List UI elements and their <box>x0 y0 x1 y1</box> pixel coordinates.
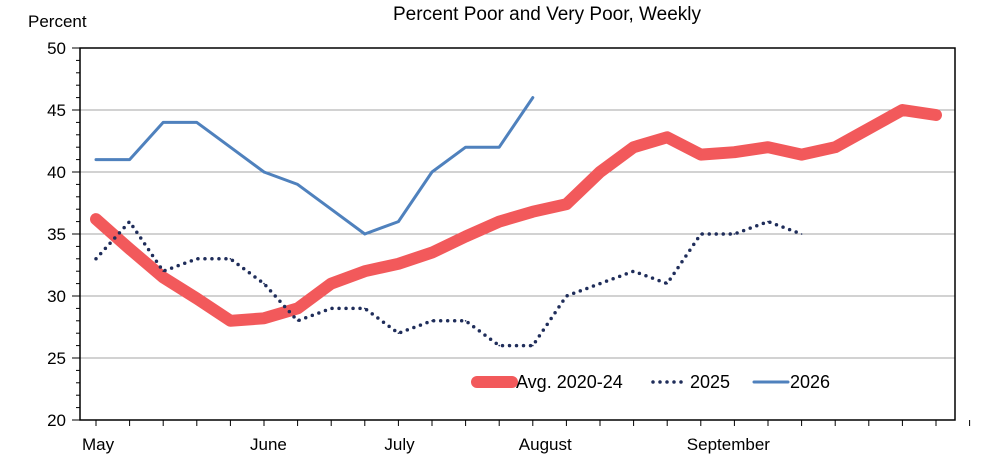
y-tick-label: 40 <box>47 163 66 182</box>
series-point-1 <box>95 258 97 260</box>
series-point-1 <box>162 270 164 273</box>
series-point-0 <box>296 307 299 310</box>
series-point-1 <box>498 344 501 347</box>
series-point-1 <box>128 220 131 223</box>
y-axis-label: Percent <box>28 12 87 31</box>
x-tick-label: May <box>82 435 115 454</box>
series-point-1 <box>666 282 668 285</box>
series-point-0 <box>868 127 870 130</box>
series-point-0 <box>834 146 836 148</box>
series-point-1 <box>700 233 702 235</box>
series-point-0 <box>599 171 601 173</box>
series-point-0 <box>767 146 769 148</box>
series-point-0 <box>733 151 736 153</box>
series-point-2 <box>128 158 131 161</box>
series-point-1 <box>464 320 467 322</box>
x-tick-label: July <box>384 435 415 454</box>
series-point-2 <box>296 183 299 186</box>
series-point-0 <box>128 248 131 250</box>
series-point-1 <box>196 258 198 260</box>
series-point-0 <box>498 220 501 223</box>
series-point-0 <box>95 218 97 220</box>
y-tick-label: 50 <box>47 39 66 58</box>
series-point-0 <box>935 114 937 116</box>
series-point-2 <box>532 96 534 99</box>
series-point-1 <box>565 295 568 297</box>
x-tick-label: June <box>250 435 287 454</box>
series-point-0 <box>901 109 904 111</box>
series-point-2 <box>397 220 400 223</box>
series-point-1 <box>229 258 232 260</box>
series-point-0 <box>800 153 803 156</box>
series-point-2 <box>263 171 265 173</box>
x-tick-label: September <box>687 435 770 454</box>
y-tick-label: 35 <box>47 225 66 244</box>
series-point-0 <box>666 136 668 139</box>
series-point-2 <box>364 233 366 235</box>
series-point-0 <box>263 317 265 320</box>
series-point-1 <box>397 332 400 335</box>
chart-title: Percent Poor and Very Poor, Weekly <box>393 4 702 25</box>
series-point-0 <box>330 282 333 285</box>
series-point-0 <box>632 146 635 148</box>
series-point-1 <box>733 233 736 235</box>
y-tick-label: 25 <box>47 349 66 368</box>
series-line-0 <box>90 104 942 327</box>
series-point-2 <box>431 171 433 173</box>
series-line-2 <box>94 96 535 236</box>
series-point-1 <box>296 320 299 322</box>
series-point-1 <box>330 307 333 310</box>
legend-label-1: 2025 <box>690 372 730 392</box>
series-point-0 <box>532 210 534 213</box>
series-point-0 <box>565 203 568 206</box>
series-point-1 <box>364 307 366 310</box>
series-point-1 <box>431 320 433 322</box>
y-tick-label: 30 <box>47 287 66 306</box>
series-point-2 <box>162 121 164 124</box>
series-point-0 <box>196 297 198 300</box>
legend-label-0: Avg. 2020-24 <box>516 372 623 392</box>
series-point-0 <box>162 276 164 279</box>
y-tick-label: 20 <box>47 411 66 430</box>
legend-label-2: 2026 <box>790 372 830 392</box>
series-point-0 <box>229 320 232 322</box>
series-point-0 <box>464 235 467 238</box>
series-point-1 <box>632 270 635 273</box>
series-point-1 <box>800 233 803 235</box>
series-point-0 <box>700 153 702 156</box>
series-point-0 <box>364 270 366 273</box>
series-point-1 <box>532 344 534 347</box>
x-tick-label: August <box>519 435 572 454</box>
series-point-1 <box>767 220 769 223</box>
series-point-2 <box>464 146 467 148</box>
series-point-2 <box>229 146 232 148</box>
series-point-2 <box>330 208 333 210</box>
series-point-1 <box>263 282 265 285</box>
series-point-2 <box>498 146 501 148</box>
series-point-1 <box>599 282 601 285</box>
series-point-0 <box>431 251 433 254</box>
y-tick-label: 45 <box>47 101 66 120</box>
series-point-2 <box>95 158 97 161</box>
series-point-0 <box>397 262 400 265</box>
series-line-1 <box>94 219 804 348</box>
series-point-2 <box>196 121 198 124</box>
